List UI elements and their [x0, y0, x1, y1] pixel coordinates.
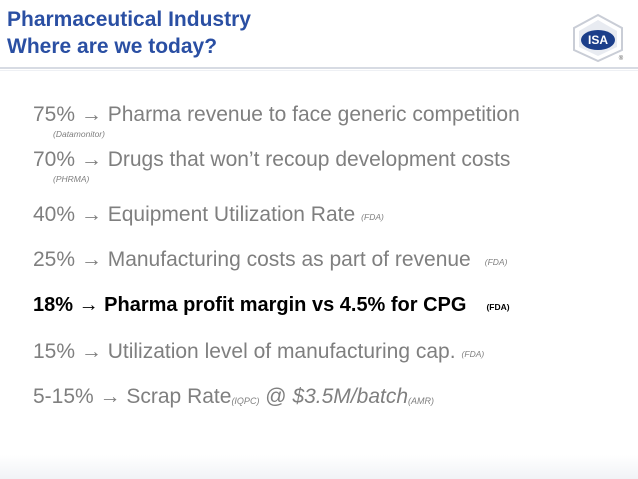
stat-text-cost: $3.5M/batch: [292, 385, 409, 408]
stat-item-1: 75% → Pharma revenue to face generic com…: [33, 103, 520, 127]
stat-text-at: @: [259, 385, 293, 408]
stat-text: 70% → Drugs that won’t recoup developmen…: [33, 148, 511, 171]
header-divider-shadow: [0, 70, 638, 71]
stat-source-7a: (IQPC): [231, 396, 260, 406]
logo-text: ISA: [588, 33, 608, 47]
footer-gradient: [0, 455, 638, 479]
stat-item-2: 70% → Drugs that won’t recoup developmen…: [33, 148, 510, 172]
stat-source-4: (FDA): [484, 257, 508, 267]
stat-item-5: 18% → Pharma profit margin vs 4.5% for C…: [33, 294, 510, 317]
stat-source-5: (FDA): [486, 302, 510, 312]
stat-item-7: 5-15% → Scrap Rate(IQPC) @ $3.5M/batch(A…: [33, 385, 434, 409]
stat-text: 15% → Utilization level of manufacturing…: [33, 340, 456, 363]
stat-source-7b: (AMR): [408, 396, 435, 406]
isa-logo-icon: ISA ®: [573, 13, 624, 63]
stat-text: 5-15% → Scrap Rate: [33, 385, 232, 408]
stat-item-4: 25% → Manufacturing costs as part of rev…: [33, 248, 507, 272]
stat-text: 18% → Pharma profit margin vs 4.5% for C…: [33, 294, 467, 316]
stat-source-1: (Datamonitor): [53, 129, 105, 139]
title-line-2: Where are we today?: [7, 35, 218, 58]
stat-item-6: 15% → Utilization level of manufacturing…: [33, 340, 484, 364]
header-divider: [0, 67, 638, 69]
title-line-1: Pharmaceutical Industry: [7, 8, 251, 31]
stat-source-3: (FDA): [361, 212, 384, 222]
stat-source-6: (FDA): [461, 349, 485, 359]
stat-text: 25% → Manufacturing costs as part of rev…: [33, 248, 471, 271]
stat-text: 75% → Pharma revenue to face generic com…: [33, 103, 520, 126]
stat-source-2: (PHRMA): [53, 174, 90, 184]
slide-title: Pharmaceutical Industry Where are we tod…: [7, 6, 251, 60]
logo-registered-mark: ®: [619, 55, 624, 62]
stat-item-3: 40% → Equipment Utilization Rate (FDA): [33, 203, 384, 227]
stat-text: 40% → Equipment Utilization Rate: [33, 203, 356, 226]
